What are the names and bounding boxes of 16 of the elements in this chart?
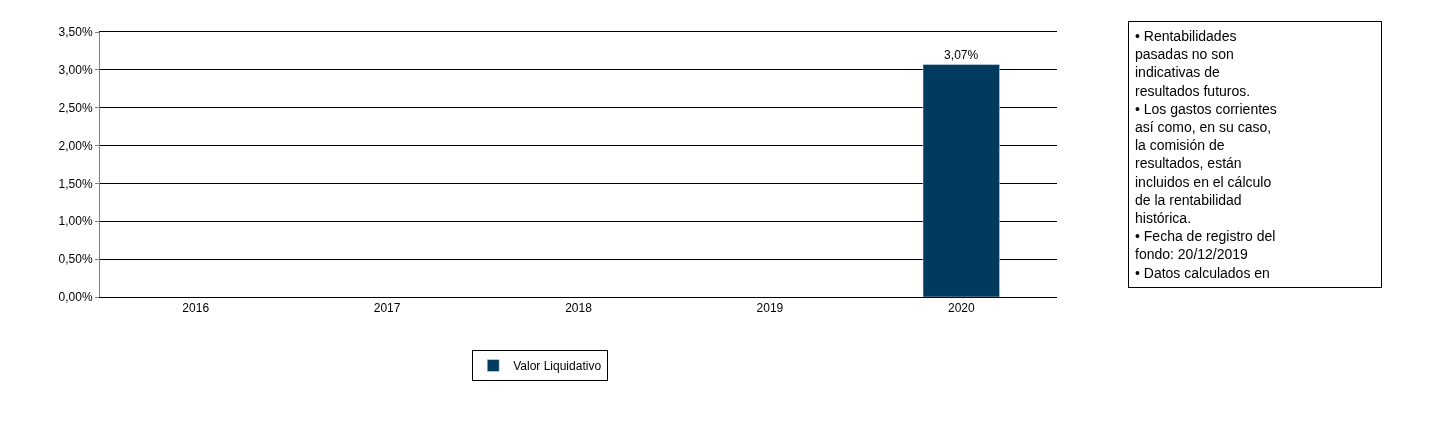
text: • Rentabilidades pasadas no son indicativas de resultados futuros. • Los gastos corrientes así como, en su caso, la comisión de resultados, están incluidos en el cálculo de la rentabilidad histórica. • Fecha de registro del fondo: 20/12/2019 • Datos calculados en [1135, 28, 1277, 281]
y-tick-label: 3,50% [58, 25, 93, 40]
x-tick-label: 2018 [565, 301, 593, 316]
y-tick-label: 2,50% [58, 100, 93, 115]
y-tick-label: 0,50% [58, 252, 93, 267]
x-tick-label: 2020 [947, 301, 975, 316]
x-tick-label: 2019 [756, 301, 784, 316]
y-tick-label: 3,00% [58, 63, 93, 78]
y-tick-label: 0,00% [58, 290, 93, 305]
legend-label: Valor Liquidativo [513, 359, 602, 374]
y-tick-label: 1,00% [58, 214, 93, 229]
y-tick-label: 2,00% [58, 138, 93, 153]
y-tick-label: 1,50% [58, 176, 93, 191]
data-label: 3,07% [944, 47, 979, 62]
x-tick-label: 2017 [373, 301, 401, 316]
x-tick-label: 2016 [182, 301, 210, 316]
